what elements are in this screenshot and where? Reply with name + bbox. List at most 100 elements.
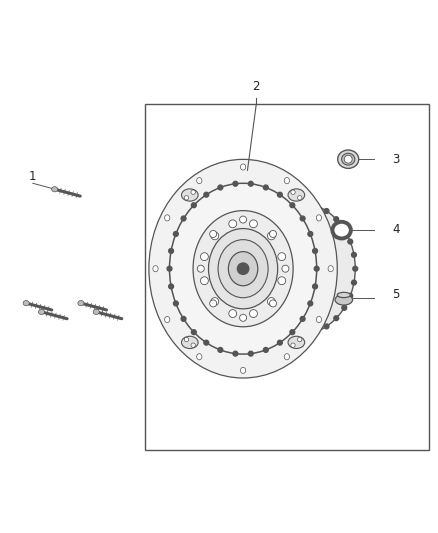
- Circle shape: [342, 305, 347, 310]
- Ellipse shape: [165, 317, 170, 322]
- Circle shape: [352, 280, 357, 285]
- Circle shape: [269, 300, 276, 307]
- Circle shape: [240, 216, 247, 223]
- Ellipse shape: [197, 177, 202, 184]
- Text: 3: 3: [392, 152, 399, 166]
- Circle shape: [324, 208, 329, 213]
- Text: 2: 2: [252, 80, 260, 93]
- Ellipse shape: [181, 336, 198, 349]
- Circle shape: [181, 216, 186, 221]
- Ellipse shape: [93, 309, 99, 314]
- Ellipse shape: [165, 215, 170, 221]
- Circle shape: [313, 284, 318, 289]
- Circle shape: [334, 217, 339, 222]
- Ellipse shape: [284, 354, 290, 360]
- Circle shape: [229, 310, 237, 318]
- Circle shape: [291, 190, 295, 195]
- Circle shape: [290, 203, 295, 208]
- Circle shape: [204, 192, 209, 197]
- Circle shape: [191, 190, 195, 195]
- Circle shape: [210, 230, 217, 238]
- Circle shape: [290, 330, 295, 335]
- Circle shape: [181, 317, 186, 321]
- Circle shape: [278, 340, 282, 345]
- Circle shape: [353, 266, 358, 271]
- Circle shape: [344, 155, 352, 163]
- Circle shape: [334, 316, 339, 321]
- Circle shape: [218, 185, 223, 190]
- Ellipse shape: [240, 164, 246, 170]
- Ellipse shape: [288, 189, 305, 201]
- Circle shape: [282, 265, 289, 272]
- Circle shape: [218, 348, 223, 352]
- Circle shape: [184, 196, 189, 200]
- Circle shape: [314, 266, 319, 271]
- Circle shape: [233, 181, 238, 186]
- Circle shape: [313, 248, 318, 253]
- Circle shape: [211, 232, 219, 240]
- Circle shape: [243, 239, 248, 244]
- Ellipse shape: [316, 215, 321, 221]
- Circle shape: [348, 293, 353, 298]
- Circle shape: [297, 337, 302, 342]
- Circle shape: [257, 217, 262, 222]
- Circle shape: [257, 316, 262, 321]
- Circle shape: [263, 185, 268, 190]
- Circle shape: [249, 227, 254, 232]
- Circle shape: [352, 253, 357, 257]
- Circle shape: [243, 293, 248, 298]
- Circle shape: [278, 203, 283, 208]
- Circle shape: [248, 351, 253, 356]
- Circle shape: [301, 200, 306, 205]
- Circle shape: [238, 266, 243, 271]
- Ellipse shape: [288, 336, 305, 349]
- Ellipse shape: [240, 367, 246, 374]
- Circle shape: [167, 266, 172, 271]
- Circle shape: [290, 200, 294, 205]
- Circle shape: [308, 301, 313, 306]
- Circle shape: [211, 297, 219, 305]
- Ellipse shape: [153, 265, 158, 272]
- Circle shape: [301, 333, 306, 337]
- Circle shape: [197, 265, 204, 272]
- Circle shape: [249, 305, 254, 310]
- Ellipse shape: [228, 252, 258, 286]
- Circle shape: [267, 208, 272, 213]
- Ellipse shape: [332, 222, 351, 238]
- Ellipse shape: [23, 301, 29, 306]
- Circle shape: [239, 253, 244, 257]
- Circle shape: [300, 216, 305, 221]
- Ellipse shape: [338, 150, 359, 168]
- Circle shape: [233, 351, 238, 356]
- Circle shape: [191, 343, 195, 348]
- Circle shape: [313, 329, 318, 335]
- Circle shape: [267, 324, 272, 329]
- Circle shape: [248, 181, 253, 186]
- Circle shape: [169, 284, 173, 289]
- Ellipse shape: [328, 265, 333, 272]
- Circle shape: [342, 227, 347, 232]
- Ellipse shape: [240, 202, 355, 335]
- Circle shape: [239, 280, 244, 285]
- Circle shape: [191, 203, 196, 208]
- Circle shape: [237, 263, 249, 274]
- Circle shape: [348, 239, 353, 244]
- Circle shape: [278, 329, 283, 335]
- Circle shape: [201, 253, 208, 261]
- Circle shape: [250, 220, 258, 228]
- Ellipse shape: [149, 159, 337, 378]
- Circle shape: [173, 231, 178, 236]
- Circle shape: [210, 300, 217, 307]
- Ellipse shape: [284, 177, 290, 184]
- Circle shape: [184, 337, 189, 342]
- Ellipse shape: [342, 154, 355, 165]
- Ellipse shape: [78, 301, 84, 306]
- Circle shape: [229, 220, 237, 228]
- Text: 4: 4: [392, 223, 399, 236]
- Circle shape: [268, 232, 276, 240]
- Ellipse shape: [218, 240, 268, 298]
- Circle shape: [300, 317, 305, 321]
- Circle shape: [324, 324, 329, 329]
- Circle shape: [173, 301, 178, 306]
- Circle shape: [250, 310, 258, 318]
